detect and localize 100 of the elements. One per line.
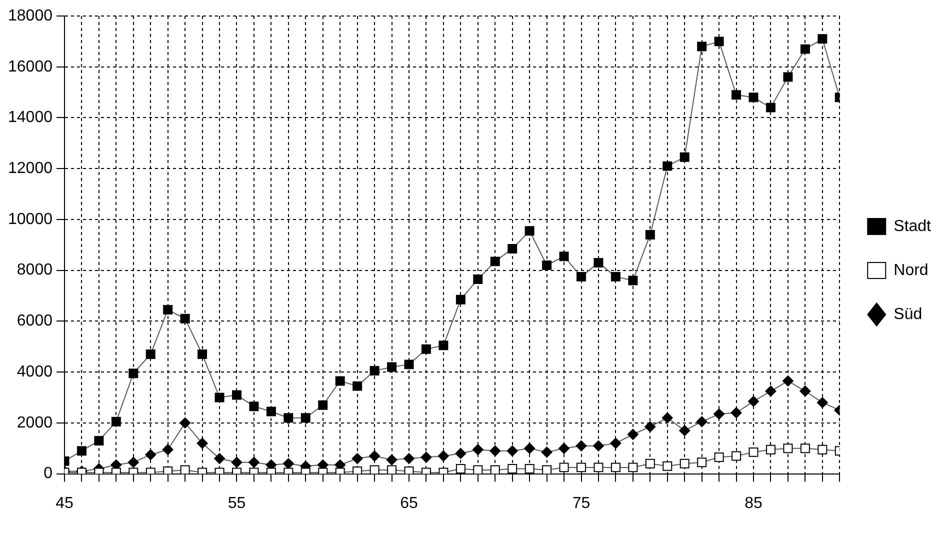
point	[162, 444, 174, 456]
x-tick-label: 65	[400, 494, 418, 512]
point	[696, 416, 708, 428]
point	[714, 36, 724, 46]
point	[508, 244, 518, 254]
point	[524, 226, 534, 236]
point	[352, 466, 362, 474]
point	[782, 375, 794, 386]
point	[473, 274, 483, 284]
point	[438, 450, 449, 462]
y-tick-label: 12000	[8, 160, 53, 178]
point	[818, 34, 828, 44]
point	[231, 456, 242, 468]
point	[180, 465, 190, 474]
point	[180, 314, 190, 324]
point	[352, 381, 362, 391]
y-tick-label: 16000	[8, 58, 53, 76]
point	[559, 462, 569, 472]
point	[404, 466, 414, 474]
point	[455, 448, 466, 459]
point	[472, 444, 484, 456]
x-tick-label: 45	[56, 494, 74, 512]
point	[145, 449, 156, 460]
point	[783, 72, 793, 82]
point	[645, 230, 655, 240]
point	[76, 446, 86, 456]
point	[714, 408, 725, 420]
point	[594, 258, 604, 268]
point	[662, 461, 672, 471]
point	[370, 465, 380, 474]
point	[456, 464, 466, 474]
point	[318, 400, 328, 410]
point	[214, 453, 226, 464]
x-tick-label: 85	[744, 494, 763, 512]
y-tick-label: 6000	[16, 312, 53, 330]
point	[524, 442, 536, 454]
point	[628, 462, 638, 472]
point	[592, 440, 604, 452]
point	[335, 376, 345, 386]
point	[128, 368, 138, 378]
point	[248, 456, 260, 468]
point	[386, 454, 398, 466]
point	[766, 444, 776, 454]
point	[524, 464, 534, 474]
y-tick-label: 4000	[16, 363, 53, 380]
point	[198, 350, 208, 360]
point	[420, 452, 432, 463]
point	[748, 447, 758, 457]
point	[732, 451, 742, 461]
point	[680, 458, 690, 468]
point	[111, 416, 121, 426]
point	[284, 413, 294, 423]
point	[163, 305, 173, 314]
point	[214, 392, 224, 402]
point	[387, 362, 397, 372]
point	[456, 294, 466, 304]
legend-label: Süd	[894, 306, 922, 323]
point	[128, 456, 139, 468]
point	[644, 421, 656, 432]
point	[300, 413, 310, 423]
point	[732, 90, 742, 100]
point	[146, 350, 156, 360]
point	[576, 462, 586, 472]
point	[369, 450, 380, 462]
point	[421, 344, 431, 354]
point	[610, 438, 622, 449]
point	[714, 452, 724, 462]
y-tick-label: 10000	[8, 210, 53, 228]
point	[645, 458, 655, 468]
point	[438, 340, 448, 350]
point	[766, 102, 776, 112]
point	[180, 417, 191, 428]
legend-label: Nord	[894, 262, 928, 279]
point	[679, 425, 690, 436]
point	[628, 276, 638, 286]
point	[266, 406, 276, 416]
point	[594, 462, 604, 472]
point	[542, 465, 552, 474]
point	[610, 272, 620, 282]
point	[559, 252, 569, 262]
point	[473, 465, 483, 474]
point	[196, 438, 208, 449]
y-tick-label: 8000	[16, 262, 53, 279]
point	[576, 440, 587, 452]
point	[748, 92, 758, 102]
point	[800, 444, 810, 454]
point	[730, 407, 742, 418]
point	[662, 161, 672, 171]
point	[490, 445, 501, 456]
point	[542, 260, 552, 270]
point	[800, 386, 811, 397]
point	[541, 446, 552, 458]
point	[508, 464, 518, 474]
point	[680, 152, 690, 162]
point	[490, 256, 500, 266]
y-tick-label: 0	[44, 465, 53, 482]
point	[697, 42, 707, 52]
point	[800, 44, 810, 54]
point	[506, 445, 518, 456]
point	[404, 360, 414, 370]
